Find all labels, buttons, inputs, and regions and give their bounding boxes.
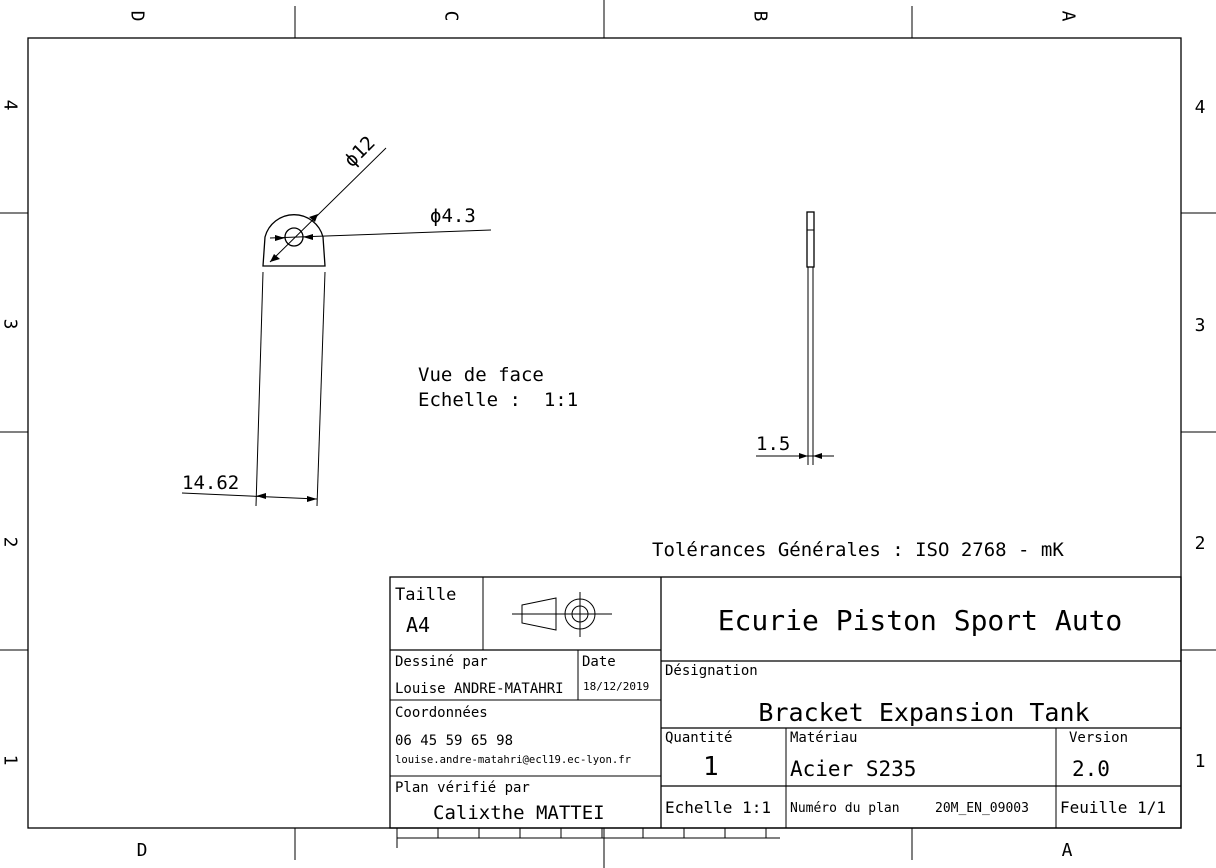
phone-number: 06 45 59 65 98 — [395, 733, 513, 749]
dim-phi12-label: ϕ12 — [340, 132, 380, 172]
dim-width-label: 14.62 — [182, 472, 239, 494]
version-value: 2.0 — [1072, 757, 1110, 781]
general-tolerances: Tolérances Générales : ISO 2768 - mK — [652, 539, 1064, 561]
zone-bottom-a: A — [1062, 840, 1073, 861]
numero-label: Numéro du plan — [790, 801, 900, 816]
dimension-thickness: 1.5 — [756, 433, 834, 459]
bracket-side-view — [806, 211, 815, 465]
dimension-width: 14.62 — [181, 472, 318, 502]
verifie-label: Plan vérifié par — [395, 780, 530, 796]
view-note-scale: Echelle : 1:1 — [418, 389, 578, 411]
dessine-value: Louise ANDRE-MATAHRI — [395, 681, 564, 697]
zone-top-c: C — [441, 11, 462, 22]
email-address: louise.andre-matahri@ecl19.ec-lyon.fr — [395, 754, 631, 766]
zone-right-1: 1 — [1195, 751, 1206, 772]
quantite-value: 1 — [703, 752, 719, 782]
view-note-title: Vue de face — [418, 364, 544, 386]
dim-thickness-label: 1.5 — [756, 433, 790, 455]
dessine-label: Dessiné par — [395, 654, 488, 670]
designation-label: Désignation — [665, 663, 758, 679]
feuille-value: Feuille 1/1 — [1060, 798, 1166, 817]
materiau-label: Matériau — [790, 730, 857, 746]
zone-right-3: 3 — [1195, 315, 1206, 336]
numero-value: 20M_EN_09003 — [935, 801, 1029, 816]
taille-value: A4 — [406, 613, 430, 637]
date-label: Date — [582, 654, 616, 670]
zone-left-1: 1 — [0, 755, 21, 766]
title-block — [389, 576, 1182, 848]
materiau-value: Acier S235 — [790, 757, 916, 781]
coordonnees-label: Coordonnées — [395, 705, 488, 721]
zone-left-4: 4 — [0, 100, 21, 111]
zone-top-b: B — [750, 11, 771, 22]
zone-right-4: 4 — [1195, 97, 1206, 118]
company-name: Ecurie Piston Sport Auto — [718, 604, 1123, 637]
zone-left-3: 3 — [0, 319, 21, 330]
echelle-value: Echelle 1:1 — [665, 798, 771, 817]
designation-value: Bracket Expansion Tank — [758, 698, 1089, 727]
zone-top-d: D — [127, 11, 148, 22]
date-value: 18/12/2019 — [583, 680, 649, 693]
zone-top-a: A — [1058, 11, 1079, 22]
zone-bottom-d: D — [137, 840, 148, 861]
zone-left-2: 2 — [0, 537, 21, 548]
zone-right-2: 2 — [1195, 533, 1206, 554]
dimension-phi4-3: ϕ4.3 — [269, 205, 492, 241]
verifie-value: Calixthe MATTEI — [433, 802, 605, 824]
bracket-front-view — [255, 214, 326, 507]
version-label: Version — [1069, 730, 1128, 746]
quantite-label: Quantité — [665, 730, 732, 746]
projection-method-icon — [512, 592, 612, 637]
taille-label: Taille — [395, 585, 456, 605]
dim-phi4-3-label: ϕ4.3 — [430, 205, 476, 227]
